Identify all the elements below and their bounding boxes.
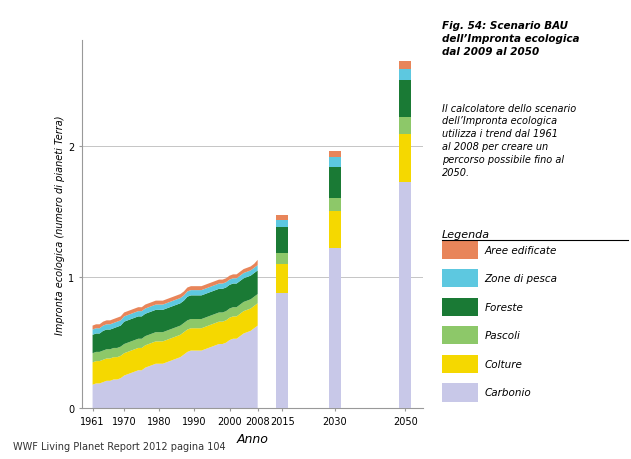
Text: Foreste: Foreste (485, 302, 524, 312)
Bar (329, 151, 341, 158)
Y-axis label: Impronta ecologica (numero di pianeti Terra): Impronta ecologica (numero di pianeti Te… (56, 115, 66, 335)
Bar (276, 221, 288, 228)
Bar (399, 62, 411, 70)
Bar (329, 199, 341, 212)
Bar (329, 167, 341, 199)
Text: Pascoli: Pascoli (485, 330, 521, 341)
Bar (276, 228, 288, 254)
Text: Zone di pesca: Zone di pesca (485, 274, 558, 284)
Text: Legenda: Legenda (442, 230, 490, 240)
Bar (276, 216, 288, 221)
Text: Colture: Colture (485, 359, 522, 369)
Bar (329, 212, 341, 248)
Bar (276, 264, 288, 293)
Text: Fig. 54: Scenario BAU
dell’Impronta ecologica
dal 2009 al 2050: Fig. 54: Scenario BAU dell’Impronta ecol… (442, 21, 579, 57)
Bar (399, 81, 411, 118)
Text: Il calcolatore dello scenario
dell’Impronta ecologica
utilizza i trend dal 1961
: Il calcolatore dello scenario dell’Impro… (442, 103, 576, 177)
Text: Aree edificate: Aree edificate (485, 245, 557, 255)
Text: WWF Living Planet Report 2012 pagina 104: WWF Living Planet Report 2012 pagina 104 (13, 441, 225, 451)
Bar (329, 158, 341, 167)
Bar (329, 248, 341, 409)
Bar (399, 118, 411, 134)
X-axis label: Anno: Anno (237, 431, 268, 445)
Text: Carbonio: Carbonio (485, 387, 531, 397)
Bar (399, 183, 411, 409)
Bar (399, 70, 411, 81)
Bar (276, 293, 288, 409)
Bar (276, 254, 288, 264)
Bar (399, 134, 411, 183)
